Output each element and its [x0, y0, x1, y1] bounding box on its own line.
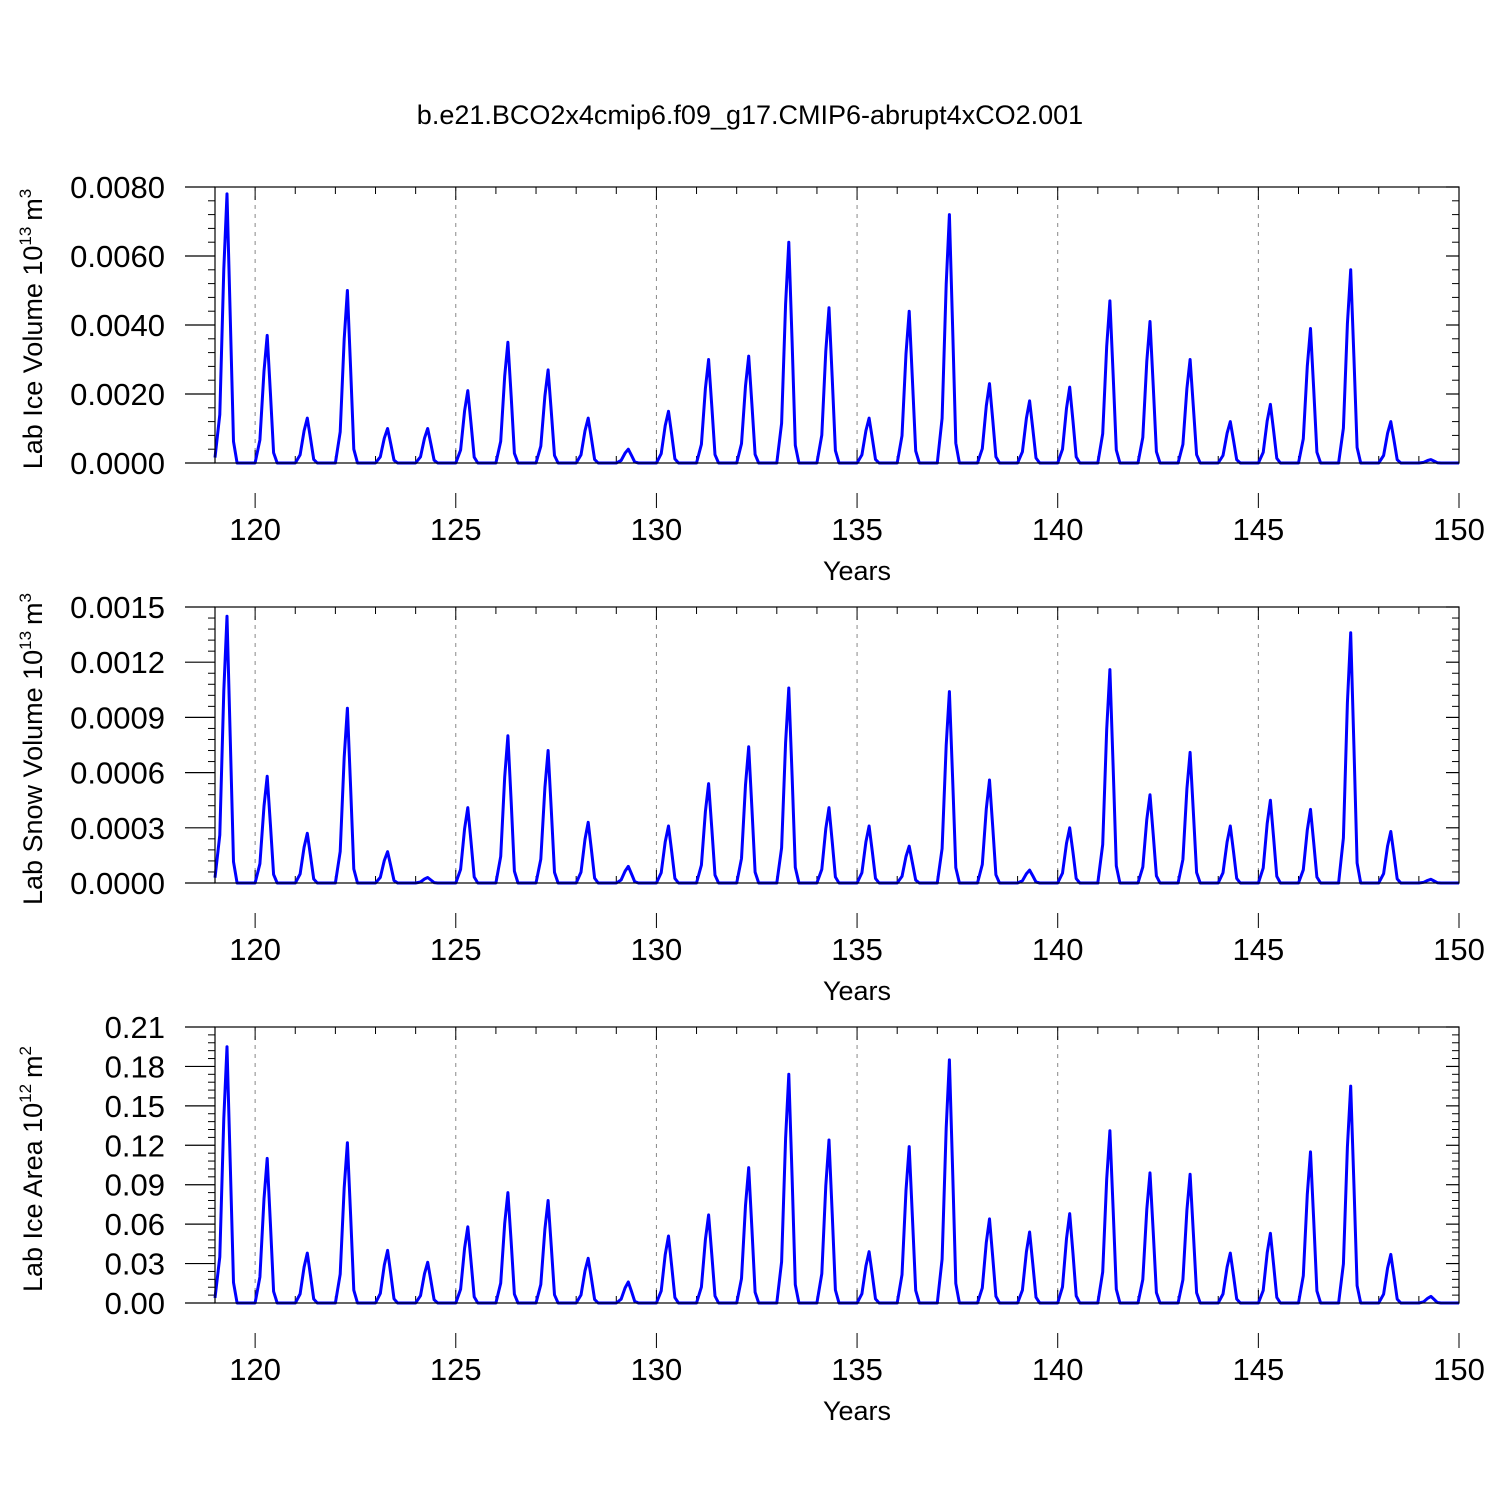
y-tick-label: 0.03 [105, 1247, 165, 1282]
x-tick-label: 120 [229, 512, 281, 547]
x-tick-label: 125 [430, 1352, 482, 1387]
x-tick-label: 140 [1032, 932, 1084, 967]
chart-title: b.e21.BCO2x4cmip6.f09_g17.CMIP6-abrupt4x… [417, 100, 1083, 130]
y-axis-label-unit-exponent: 3 [16, 593, 35, 602]
x-tick-label: 150 [1433, 932, 1485, 967]
y-tick-label: 0.0015 [70, 590, 165, 625]
panel-ice-volume: 120 125 130 135 140 145 150 0.0000 0.0020 0.0040 0… [16, 170, 1485, 586]
y-tick-label: 0.0009 [70, 700, 165, 735]
y-tick-label: 0.15 [105, 1089, 165, 1124]
y-tick-label: 0.21 [105, 1010, 165, 1045]
x-tick-label: 145 [1232, 1352, 1284, 1387]
plot-frame [214, 606, 1460, 884]
data-series-line [213, 614, 1459, 885]
y-axis-label-exponent: 13 [16, 227, 35, 246]
y-axis-label-main: Lab Ice Area 10 [18, 1103, 48, 1292]
y-tick-label: 0.09 [105, 1168, 165, 1203]
x-tick-label: 145 [1232, 932, 1284, 967]
x-axis-label: Years [823, 976, 891, 1006]
y-tick-label: 0.0020 [70, 377, 165, 412]
y-tick-label: 0.0012 [70, 645, 165, 680]
panel-snow-volume: 120 125 130 135 140 145 150 0.0000 0.0003 0.0006 0… [16, 590, 1485, 1006]
x-tick-label: 150 [1433, 1352, 1485, 1387]
y-axis-label-unit: m [18, 602, 48, 625]
y-axis-label-unit: m [18, 1055, 48, 1078]
x-tick-label: 125 [430, 512, 482, 547]
y-tick-label: 0.00 [105, 1286, 165, 1321]
x-tick-label: 135 [831, 512, 883, 547]
x-tick-label: 135 [831, 1352, 883, 1387]
plot-frame [214, 186, 1460, 464]
x-tick-label: 130 [631, 1352, 683, 1387]
y-tick-label: 0.0060 [70, 239, 165, 274]
y-axis-label: Lab Ice Area 1012 m2 [16, 1046, 48, 1292]
x-axis-label: Years [823, 1396, 891, 1426]
y-tick-label: 0.0006 [70, 756, 165, 791]
y-axis-label: Lab Snow Volume 1013 m3 [16, 593, 48, 905]
plot-frame [214, 1026, 1460, 1304]
x-tick-label: 125 [430, 932, 482, 967]
x-tick-label: 130 [631, 932, 683, 967]
y-axis-label: Lab Ice Volume 1013 m3 [16, 189, 48, 470]
x-tick-label: 145 [1232, 512, 1284, 547]
y-axis-label-unit-exponent: 2 [16, 1046, 35, 1055]
x-tick-label: 120 [229, 932, 281, 967]
x-tick-label: 120 [229, 1352, 281, 1387]
x-tick-label: 140 [1032, 1352, 1084, 1387]
y-tick-label: 0.0040 [70, 308, 165, 343]
y-tick-label: 0.0000 [70, 866, 165, 901]
y-tick-label: 0.18 [105, 1049, 165, 1084]
y-axis-label-exponent: 13 [16, 631, 35, 650]
y-tick-label: 0.0080 [70, 170, 165, 205]
y-axis-label-main: Lab Ice Volume 10 [18, 246, 48, 470]
y-tick-label: 0.0000 [70, 446, 165, 481]
y-axis-label-unit: m [18, 198, 48, 221]
y-tick-label: 0.06 [105, 1207, 165, 1242]
y-tick-label: 0.0003 [70, 811, 165, 846]
y-tick-label: 0.12 [105, 1128, 165, 1163]
x-tick-label: 130 [631, 512, 683, 547]
x-tick-label: 140 [1032, 512, 1084, 547]
x-axis-label: Years [823, 556, 891, 586]
data-series-line [213, 1045, 1459, 1305]
x-tick-label: 135 [831, 932, 883, 967]
y-axis-label-main: Lab Snow Volume 10 [18, 650, 48, 905]
panel-ice-area: 120 125 130 135 140 145 150 0.00 0.03 0.06 0.09 0.1… [16, 1010, 1485, 1426]
x-tick-label: 150 [1433, 512, 1485, 547]
y-axis-label-unit-exponent: 3 [16, 189, 35, 198]
y-axis-label-exponent: 12 [16, 1084, 35, 1103]
